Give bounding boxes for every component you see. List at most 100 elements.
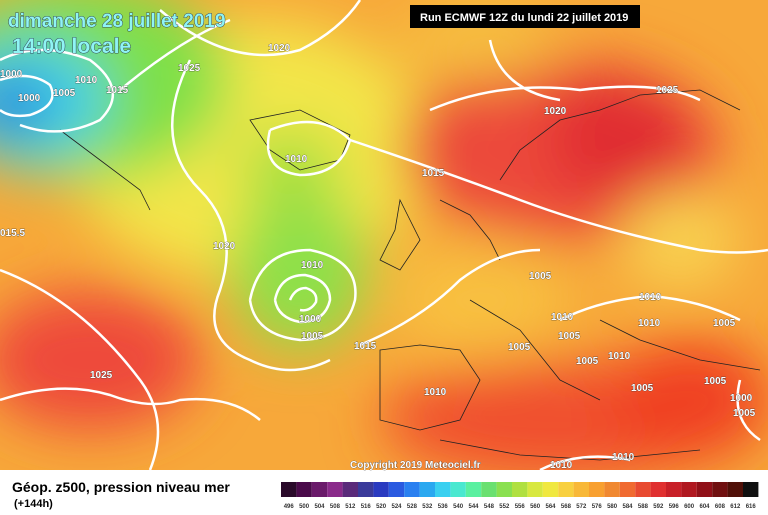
scale-swatch bbox=[311, 482, 328, 497]
scale-label: 592 bbox=[653, 504, 664, 510]
isobar-label: 1005 bbox=[529, 271, 552, 282]
isobar-label: 1010 bbox=[424, 387, 447, 398]
map-time: 14:00 locale bbox=[12, 35, 131, 58]
scale-label: 564 bbox=[545, 504, 556, 510]
isobar-label: 1005 bbox=[733, 408, 756, 419]
isobar-label: 1020 bbox=[268, 43, 291, 54]
scale-swatch bbox=[542, 482, 559, 497]
scale-label: 540 bbox=[453, 504, 464, 510]
scale-swatch bbox=[573, 482, 589, 497]
scale-swatch bbox=[419, 482, 435, 497]
scale-label: 496 bbox=[284, 504, 295, 510]
scale-swatch bbox=[404, 482, 420, 497]
scale-swatch bbox=[342, 482, 358, 497]
color-scale: 496 500 504 508 512 516 520 524 528 532 536 540 544 5… bbox=[281, 482, 759, 510]
map-date: dimanche 28 juillet 2019 bbox=[8, 11, 226, 32]
scale-label: 532 bbox=[422, 504, 433, 510]
isobar-label: 1010 bbox=[551, 312, 574, 323]
isobar-label: 1010 bbox=[639, 292, 662, 303]
scale-swatch bbox=[727, 482, 743, 497]
scale-label: 520 bbox=[376, 504, 387, 510]
scale-swatch bbox=[465, 482, 482, 497]
scale-label: 588 bbox=[638, 504, 649, 510]
isobar-label: 1005 bbox=[631, 383, 654, 394]
scale-label: 600 bbox=[684, 504, 695, 510]
isobar-label: 1010 bbox=[638, 318, 661, 329]
isobar-label: 1010 bbox=[608, 351, 631, 362]
isobar-label: 1000 bbox=[730, 393, 753, 404]
scale-label: 512 bbox=[345, 504, 356, 510]
scale-label: 536 bbox=[438, 504, 449, 510]
scale-swatch bbox=[388, 482, 405, 497]
scale-swatch bbox=[327, 482, 343, 497]
scale-swatch bbox=[296, 482, 312, 497]
scale-label: 504 bbox=[314, 504, 325, 510]
legend-title: Géop. z500, pression niveau mer bbox=[12, 479, 230, 495]
scale-label: 500 bbox=[299, 504, 310, 510]
isobar-label: 1005 bbox=[713, 318, 736, 329]
isobar-label: 015.5 bbox=[0, 228, 25, 239]
isobar-label: 1020 bbox=[213, 241, 236, 252]
scale-swatch bbox=[681, 482, 697, 497]
copyright: Copyright 2019 Meteociel.fr bbox=[350, 460, 481, 471]
isobar-label: 1000 bbox=[0, 69, 23, 80]
isobar-label: 1010 bbox=[75, 75, 98, 86]
isobar-label: 1015 bbox=[106, 85, 129, 96]
scale-swatch bbox=[527, 482, 543, 497]
scale-swatch bbox=[512, 482, 528, 497]
scale-swatch bbox=[635, 482, 651, 497]
scale-label: 508 bbox=[330, 504, 341, 510]
scale-label: 528 bbox=[407, 504, 418, 510]
isobar-label: 1015 bbox=[354, 341, 377, 352]
isobar-label: 1020 bbox=[544, 106, 567, 117]
scale-label: 552 bbox=[499, 504, 510, 510]
scale-label: 596 bbox=[669, 504, 680, 510]
scale-label: 548 bbox=[484, 504, 495, 510]
scale-swatch bbox=[650, 482, 666, 497]
scale-label: 568 bbox=[561, 504, 572, 510]
isobar-label: 1025 bbox=[90, 370, 113, 381]
scale-swatch bbox=[450, 482, 466, 497]
scale-swatch bbox=[281, 482, 297, 497]
isobar-label: 1000 bbox=[299, 314, 322, 325]
isobar-label: 1005 bbox=[301, 331, 324, 342]
scale-swatch bbox=[558, 482, 574, 497]
isobar-label: 1010 bbox=[285, 154, 308, 165]
scale-swatch bbox=[373, 482, 389, 497]
isobar-label: 1000 bbox=[18, 93, 41, 104]
scale-label: 572 bbox=[576, 504, 587, 510]
scale-label: 524 bbox=[391, 504, 402, 510]
isobar-label: 1005 bbox=[508, 342, 531, 353]
scale-label: 608 bbox=[715, 504, 726, 510]
scale-swatch bbox=[481, 482, 497, 497]
isobar-label: 1005 bbox=[576, 356, 599, 367]
isobar-label: 1010 bbox=[301, 260, 324, 271]
scale-swatch bbox=[619, 482, 636, 497]
scale-label: 516 bbox=[361, 504, 372, 510]
field bbox=[0, 0, 768, 470]
scale-swatch bbox=[696, 482, 713, 497]
legend-lead: (+144h) bbox=[14, 498, 53, 510]
isobar-label: 1005 bbox=[53, 88, 76, 99]
scale-swatch bbox=[589, 482, 605, 497]
isobar-label: 1010 bbox=[612, 452, 635, 463]
isobar-label: 1010 bbox=[550, 460, 573, 471]
isobar-label: 1005 bbox=[704, 376, 727, 387]
isobar-label: 1025 bbox=[656, 85, 679, 96]
scale-label: 612 bbox=[730, 504, 741, 510]
isobar-label: 1015 bbox=[422, 168, 445, 179]
scale-swatch bbox=[435, 482, 451, 497]
scale-swatch bbox=[743, 482, 759, 497]
scale-swatch bbox=[666, 482, 682, 497]
run-box bbox=[410, 5, 640, 28]
scale-swatch bbox=[358, 482, 374, 497]
scale-label: 576 bbox=[592, 504, 603, 510]
scale-label: 580 bbox=[607, 504, 618, 510]
scale-label: 556 bbox=[515, 504, 526, 510]
scale-label: 560 bbox=[530, 504, 541, 510]
run-info: Run ECMWF 12Z du lundi 22 juillet 2019 bbox=[420, 12, 628, 24]
isobar-label: 1025 bbox=[178, 63, 201, 74]
scale-swatch bbox=[712, 482, 728, 497]
